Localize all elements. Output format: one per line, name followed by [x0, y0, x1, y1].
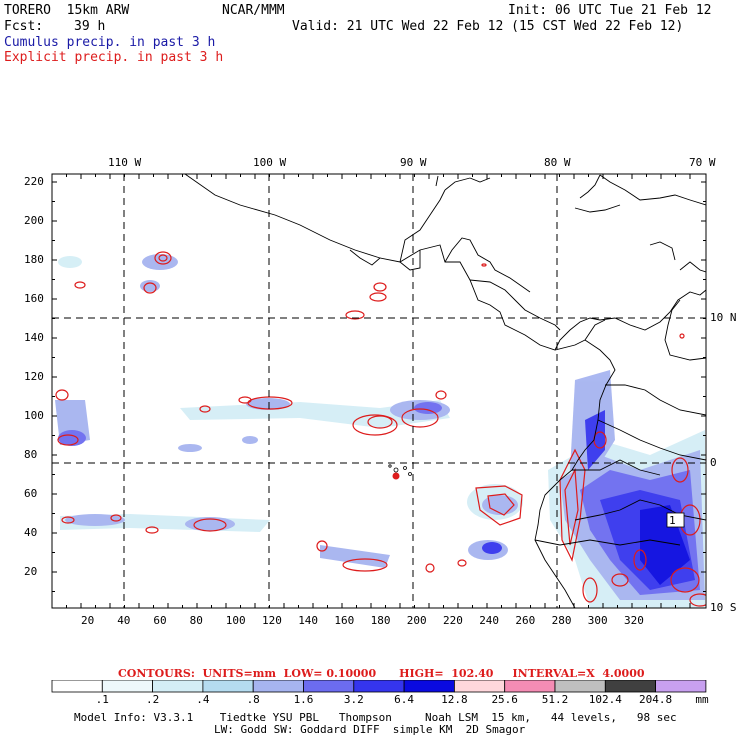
- colorbar-swatch: [604, 680, 656, 693]
- colorbar-label: 12.8: [441, 693, 468, 706]
- galapagos-red-dot: [392, 472, 400, 480]
- lat-label-10n: 10 N: [710, 311, 737, 324]
- explicit-legend: Explicit precip. in past 3 h: [4, 50, 224, 65]
- explicit-precip-contours: [55, 251, 706, 607]
- colorbar-label: .8: [246, 693, 260, 706]
- colorbar-swatch: [51, 680, 103, 693]
- x-tick-label: 200: [406, 614, 427, 627]
- map-area: [52, 174, 706, 608]
- galapagos-islands: [388, 464, 412, 476]
- lon-label-100w: 100 W: [253, 156, 287, 169]
- y-tick-label: 80: [24, 448, 38, 461]
- lon-label-90w: 90 W: [400, 156, 427, 169]
- colorbar-label: 25.6: [491, 693, 518, 706]
- y-tick-label: 40: [24, 526, 38, 539]
- x-tick-label: 260: [515, 614, 536, 627]
- x-tick-label: 60: [153, 614, 167, 627]
- y-tick-label: 180: [24, 253, 44, 266]
- colorbar-label: 204.8: [639, 693, 673, 706]
- colorbar-swatch: [403, 680, 455, 693]
- map-frame: [51, 173, 707, 609]
- contours-info: CONTOURS: UNITS=mm LOW= 0.10000 HIGH= 10…: [118, 667, 645, 680]
- x-tick-label: 120: [262, 614, 282, 627]
- colorbar-units: mm: [695, 693, 709, 706]
- colorbar-label: .1: [95, 693, 109, 706]
- forecast-hours: 39 h: [74, 19, 106, 34]
- colorbar-label: 6.4: [394, 693, 415, 706]
- x-tick-label: 100: [225, 614, 246, 627]
- cumulus-precip-field: [55, 254, 705, 608]
- organization: NCAR/MMM: [222, 3, 285, 18]
- map-label-text: 1: [669, 514, 676, 527]
- y-tick-label: 160: [24, 292, 44, 305]
- colorbar-label: 102.4: [588, 693, 622, 706]
- model-info-line1: Model Info: V3.3.1 Tiedtke YSU PBL Thomp…: [74, 711, 677, 724]
- x-tick-label: 180: [370, 614, 391, 627]
- lon-label-80w: 80 W: [544, 156, 571, 169]
- colorbar-swatch: [554, 680, 606, 693]
- x-tick-label: 80: [189, 614, 203, 627]
- y-tick-label: 60: [24, 487, 38, 500]
- colorbar-swatch: [453, 680, 506, 693]
- y-tick-label: 100: [24, 409, 44, 422]
- colorbar-label: 3.2: [343, 693, 364, 706]
- x-tick-label: 20: [81, 614, 95, 627]
- colorbar-swatch: [202, 680, 254, 693]
- y-tick-label: 20: [24, 565, 38, 578]
- x-tick-label: 140: [298, 614, 319, 627]
- lat-lon-grid: [52, 174, 706, 608]
- colorbar-label: 51.2: [541, 693, 569, 706]
- lat-label-10s: 10 S: [710, 601, 737, 614]
- y-tick-label: 140: [24, 331, 44, 344]
- colorbar-swatch: [353, 680, 405, 693]
- x-tick-label: 300: [587, 614, 608, 627]
- colorbar-swatch: [252, 680, 304, 693]
- colorbar: [51, 680, 707, 693]
- model-info-line2: LW: Godd SW: Goddard DIFF simple KM 2D S…: [214, 723, 526, 736]
- x-tick-label: 240: [479, 614, 500, 627]
- colorbar-label: 1.6: [293, 693, 314, 706]
- map-label-box: [666, 512, 685, 528]
- y-tick-label: 200: [24, 214, 44, 227]
- colorbar-label: .2: [145, 693, 160, 706]
- cumulus-legend: Cumulus precip. in past 3 h: [4, 35, 216, 50]
- x-tick-label: 320: [624, 614, 644, 627]
- init-time: Init: 06 UTC Tue 21 Feb 12: [508, 3, 712, 18]
- model-name: TORERO 15km ARW: [4, 3, 130, 18]
- x-tick-label: 220: [443, 614, 463, 627]
- colorbar-swatch: [101, 680, 154, 693]
- forecast-label: Fcst:: [4, 19, 44, 34]
- colorbar-swatch: [655, 680, 707, 693]
- y-tick-label: 120: [24, 370, 44, 383]
- lat-label-0: 0: [710, 456, 717, 469]
- x-tick-label: 280: [551, 614, 572, 627]
- lon-label-70w: 70 W: [689, 156, 716, 169]
- colorbar-swatch: [504, 680, 556, 693]
- coastlines: [184, 174, 706, 608]
- x-tick-label: 40: [117, 614, 131, 627]
- lon-label-110w: 110 W: [108, 156, 142, 169]
- colorbar-label: .4: [196, 693, 210, 706]
- colorbar-swatch: [303, 680, 355, 693]
- y-tick-label: 220: [24, 175, 44, 188]
- valid-time: Valid: 21 UTC Wed 22 Feb 12 (15 CST Wed …: [292, 19, 684, 34]
- colorbar-swatch: [152, 680, 204, 693]
- axis-ticks: [51, 174, 706, 608]
- x-tick-label: 160: [334, 614, 355, 627]
